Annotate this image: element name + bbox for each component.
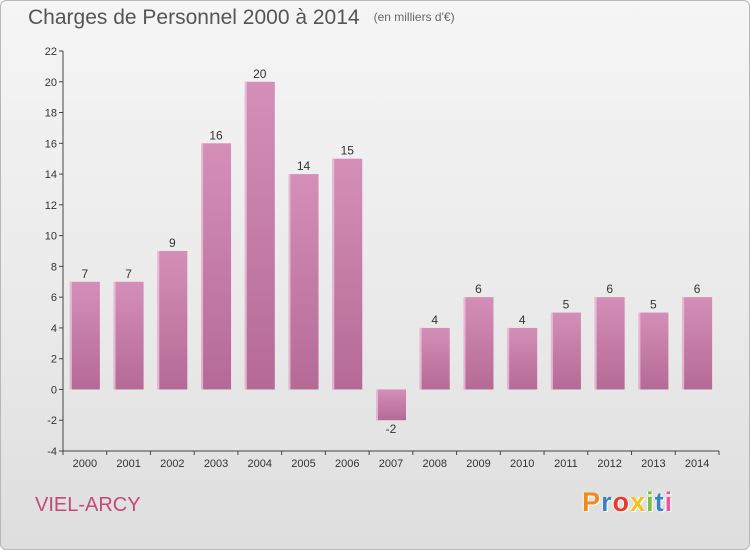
data-label: 5	[650, 298, 657, 312]
y-tick-label: -4	[47, 446, 57, 458]
bar	[157, 251, 188, 390]
x-tick-label: 2001	[116, 458, 140, 470]
chart-title-text: Charges de Personnel 2000 à 2014	[28, 6, 360, 29]
data-label: 6	[606, 282, 613, 296]
y-tick-label: 4	[51, 323, 57, 335]
y-tick-label: -2	[47, 415, 57, 427]
x-tick-label: 2011	[554, 458, 578, 470]
bar-highlight	[682, 297, 685, 390]
data-label: 5	[563, 298, 570, 312]
y-tick-label: 10	[45, 231, 57, 243]
x-tick-label: 2013	[641, 458, 665, 470]
logo-letter: t	[654, 487, 665, 517]
logo-letter: i	[646, 487, 655, 517]
bar	[288, 174, 319, 390]
x-tick-label: 2005	[291, 458, 315, 470]
y-tick-label: 20	[45, 77, 57, 89]
bar-highlight	[332, 158, 335, 390]
proxiti-logo: Proxiti	[582, 487, 673, 518]
bar-highlight	[463, 297, 466, 390]
bar	[332, 158, 363, 390]
bar	[376, 389, 406, 421]
bar	[638, 312, 669, 390]
bar-highlight	[288, 174, 291, 390]
bar-highlight	[550, 312, 553, 390]
data-label: 7	[125, 267, 132, 281]
data-label: 6	[475, 282, 482, 296]
bar-highlight	[157, 251, 160, 390]
x-tick-label: 2003	[204, 458, 228, 470]
bar-highlight	[638, 312, 641, 390]
x-tick-label: 2002	[160, 458, 184, 470]
logo-letter: x	[630, 487, 647, 517]
x-tick-label: 2004	[248, 458, 272, 470]
data-label: 7	[82, 267, 89, 281]
x-tick-label: 2000	[73, 458, 97, 470]
y-tick-label: 16	[45, 138, 57, 150]
bar	[594, 297, 625, 390]
bar	[419, 327, 450, 390]
x-tick-label: 2006	[335, 458, 359, 470]
data-label: 6	[694, 282, 701, 296]
bar	[113, 281, 144, 390]
x-tick-label: 2012	[597, 458, 621, 470]
bar	[682, 297, 713, 390]
data-label: 14	[297, 159, 311, 173]
data-label: 9	[169, 236, 176, 250]
bar	[244, 81, 275, 390]
y-tick-label: 8	[51, 261, 57, 273]
y-tick-label: 14	[45, 169, 57, 181]
x-tick-label: 2008	[422, 458, 446, 470]
logo-letter: P	[582, 487, 602, 517]
logo-letter: r	[601, 487, 613, 517]
data-label: 15	[341, 144, 355, 158]
axes-group: -4 -2 0 2 4 6 8 10 12 14 16 18 20 22 2000 2001 2002 2003 2…	[45, 46, 720, 470]
x-tick-label: 2009	[466, 458, 490, 470]
x-tick-label: 2007	[379, 458, 403, 470]
bar-highlight	[507, 327, 510, 390]
x-tick-label: 2010	[510, 458, 534, 470]
y-tick-label: 2	[51, 354, 57, 366]
data-label: 4	[431, 313, 438, 327]
bar	[69, 281, 100, 390]
y-tick-label: 22	[45, 46, 57, 58]
chart-title: Charges de Personnel 2000 à 2014 (en mill…	[28, 6, 455, 30]
bar	[201, 143, 232, 390]
bar	[550, 312, 581, 390]
bar-highlight	[201, 143, 204, 390]
logo-letter: o	[612, 487, 631, 517]
data-label: -2	[386, 422, 397, 436]
data-label: 16	[209, 128, 223, 142]
bar-highlight	[244, 81, 247, 390]
y-tick-label: 12	[45, 200, 57, 212]
bar-highlight	[419, 327, 422, 390]
bars-group: 7 7 9 16 20 14 15 -2 4 6 4 5 6 5 6	[69, 67, 713, 436]
y-tick-label: 6	[51, 292, 57, 304]
data-label: 4	[519, 313, 526, 327]
x-tick-label: 2014	[685, 458, 709, 470]
bar	[463, 297, 494, 390]
y-tick-label: 0	[51, 384, 57, 396]
logo-letter: i	[664, 487, 674, 517]
y-tick-label: 18	[45, 108, 57, 120]
bar-highlight	[594, 297, 597, 390]
data-label: 20	[253, 67, 267, 81]
place-name: VIEL-ARCY	[35, 494, 141, 516]
bar-highlight	[69, 281, 72, 390]
chart-subtitle: (en milliers d'€)	[373, 10, 455, 24]
bar-highlight	[376, 389, 378, 421]
bar	[507, 327, 538, 390]
bar-highlight	[113, 281, 116, 390]
